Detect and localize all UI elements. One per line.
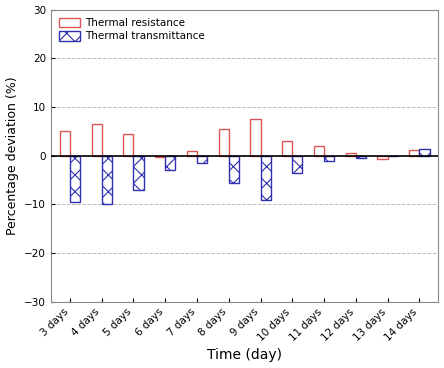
Y-axis label: Percentage deviation (%): Percentage deviation (%) bbox=[6, 77, 19, 235]
Bar bbox=[409, 150, 420, 156]
Bar bbox=[292, 156, 302, 173]
Legend: Thermal resistance, Thermal transmittance: Thermal resistance, Thermal transmittanc… bbox=[56, 15, 208, 45]
Bar bbox=[282, 141, 292, 156]
Bar bbox=[218, 129, 229, 156]
Bar bbox=[377, 156, 388, 159]
Bar bbox=[197, 156, 207, 163]
Bar bbox=[60, 131, 70, 156]
Bar bbox=[229, 156, 239, 183]
Bar bbox=[187, 151, 197, 156]
Bar bbox=[165, 156, 175, 170]
Bar bbox=[91, 124, 102, 156]
Bar bbox=[134, 156, 143, 190]
X-axis label: Time (day): Time (day) bbox=[207, 348, 282, 362]
Bar bbox=[123, 134, 134, 156]
Bar bbox=[346, 153, 356, 156]
Bar bbox=[155, 156, 165, 157]
Bar bbox=[70, 156, 80, 202]
Bar bbox=[324, 156, 334, 160]
Bar bbox=[356, 156, 366, 158]
Bar bbox=[314, 146, 324, 156]
Bar bbox=[420, 149, 429, 156]
Bar bbox=[261, 156, 271, 199]
Bar bbox=[102, 156, 112, 205]
Bar bbox=[250, 119, 261, 156]
